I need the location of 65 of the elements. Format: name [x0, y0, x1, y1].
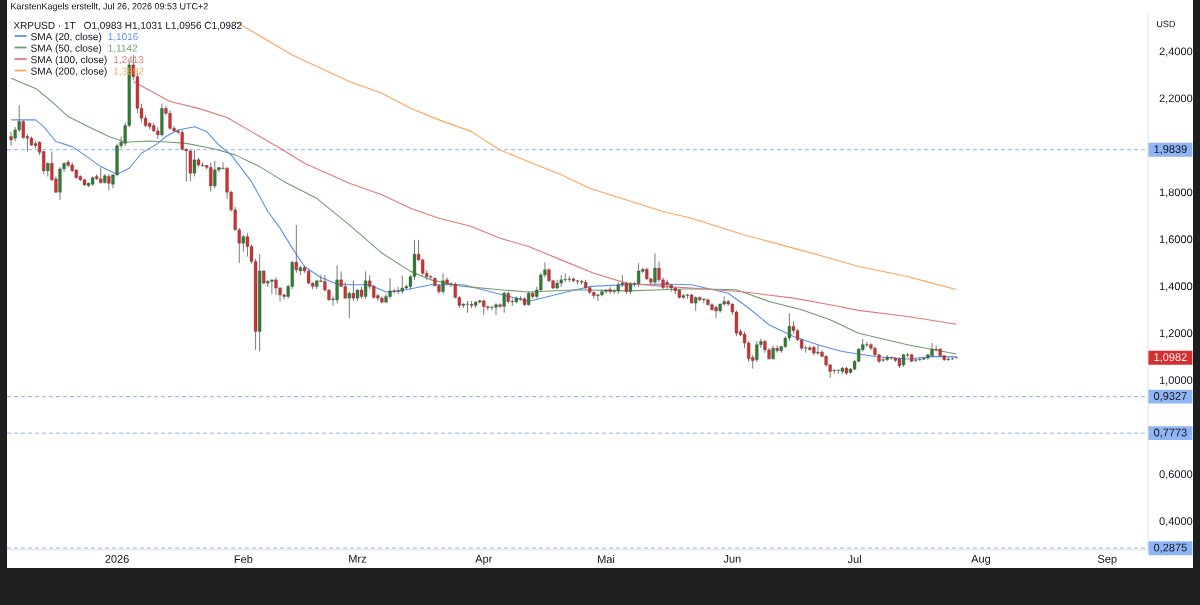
x-tick-label: Sep: [1097, 555, 1117, 566]
candlestick: [213, 160, 217, 189]
ref-line-label: 0,2875: [1154, 543, 1187, 553]
candlestick: [441, 272, 445, 295]
text: O1,0983 H1,1031 L1,0956 C1,0982: [84, 21, 242, 31]
candlestick: [816, 344, 820, 356]
y-tick-label: 1,8000: [1159, 188, 1193, 198]
y-tick-label: 2,4000: [1159, 47, 1193, 57]
y-tick-label: 1,4000: [1159, 282, 1193, 292]
legend-label: SMA (50, close): [31, 44, 102, 54]
candlestick: [9, 131, 13, 147]
ref-line-label: 0,7773: [1154, 428, 1187, 438]
line-series: [10, 77, 958, 355]
candlestick: [180, 129, 184, 152]
candlestick: [881, 356, 885, 363]
x-tick-label: Jul: [847, 555, 861, 564]
candlestick: [918, 356, 922, 362]
annotation: 1,1142: [108, 44, 138, 53]
text: KarstenKagels erstellt, Jul 26, 2026 09:53 UTC+2: [11, 2, 208, 12]
y-tick-label: 1,6000: [1159, 235, 1193, 245]
line-series: [10, 119, 958, 360]
x-tick-label: 2026: [105, 555, 129, 563]
y-axis-title: USD: [1157, 20, 1175, 28]
legend-label: SMA (100, close): [31, 55, 107, 66]
candlestick: [58, 166, 62, 201]
candlestick: [392, 288, 396, 295]
candlestick: [388, 277, 392, 300]
candlestick: [930, 342, 934, 358]
candlestick: [608, 286, 612, 295]
candlestick: [490, 305, 494, 311]
legend-label: SMA (20, close): [31, 32, 102, 43]
candlestick: [502, 291, 506, 314]
x-tick-label: Mrz: [349, 555, 367, 563]
text: 1,0982: [1154, 353, 1187, 363]
y-tick-label: 2,2000: [1159, 94, 1193, 104]
ref-line-label: 0,9327: [1154, 392, 1187, 402]
candlestick: [755, 340, 759, 363]
candlestick: [653, 252, 657, 285]
annotation: 1,1016: [108, 33, 138, 42]
candlestick: [604, 288, 608, 295]
candlestick: [563, 272, 567, 283]
candlestick: [107, 173, 111, 192]
candlestick: [335, 265, 339, 304]
x-tick-label: Apr: [475, 555, 493, 565]
text: XRPUSD · 1T: [13, 21, 76, 29]
candlestick: [836, 368, 840, 375]
candlestick: [270, 279, 274, 295]
x-tick-label: Mai: [598, 555, 615, 564]
candlestick: [934, 345, 938, 352]
candlestick: [274, 277, 278, 296]
y-tick-label: 1,2000: [1159, 329, 1193, 339]
candlestick: [596, 293, 600, 302]
candlestick: [209, 161, 213, 192]
candlestick: [714, 305, 718, 319]
candlestick: [494, 302, 498, 316]
y-tick-label: 0,4000: [1159, 517, 1193, 527]
candlestick: [518, 295, 523, 302]
ref-line-label: 1,9839: [1154, 145, 1187, 155]
x-tick-label: Aug: [971, 555, 991, 565]
x-tick-label: Feb: [234, 555, 253, 564]
candlestick: [400, 274, 404, 295]
x-tick-label: Jun: [723, 555, 741, 563]
y-tick-label: 1,0000: [1159, 376, 1193, 386]
legend-label: SMA (200, close): [31, 67, 107, 77]
y-tick-label: 0,6000: [1159, 470, 1193, 480]
